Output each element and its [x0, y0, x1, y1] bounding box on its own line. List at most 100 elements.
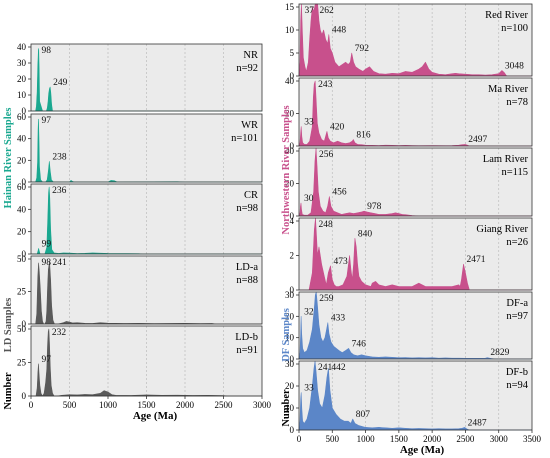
y-tick-label: 0: [22, 177, 27, 187]
panel-frame: [298, 217, 533, 291]
sample-count: n=97: [506, 311, 528, 322]
panel-background: [31, 326, 262, 396]
panel-lam-river: 0 20 40 30 256 456 978 Lam River n=115: [285, 146, 533, 221]
peak-label: 30: [304, 194, 314, 204]
x-tick-label: 1500: [138, 400, 157, 410]
peak-label: 97: [41, 116, 51, 126]
sample-count: n=26: [506, 237, 528, 248]
panel-wr: 0 20 40 60 97 238 WR n=101: [17, 112, 263, 187]
peak-label: 37: [304, 6, 314, 16]
y-tick-label: 40: [17, 42, 27, 52]
age-distribution-area: [30, 186, 263, 255]
peak-label: 32: [304, 307, 314, 317]
panel-frame: [298, 360, 533, 431]
y-tick-label: 40: [285, 146, 295, 156]
panel-frame: [30, 113, 263, 183]
peak-label: 456: [332, 188, 347, 198]
x-tick-label: 3500: [523, 434, 542, 444]
sample-name: DF-a: [506, 298, 528, 309]
peak-label: 33: [304, 118, 314, 128]
y-tick-label: 10: [285, 25, 295, 35]
peak-label: 243: [318, 80, 333, 90]
ylabel-left: Number: [3, 372, 14, 410]
sample-count: n=78: [506, 97, 528, 108]
peak-label: 33: [304, 384, 314, 394]
xlabel-right: Age (Ma): [400, 444, 445, 456]
y-tick-label: 0: [22, 106, 27, 116]
peak-label: 3048: [505, 61, 524, 71]
sample-name: Giang River: [476, 224, 528, 235]
x-tick-label: 0: [297, 434, 302, 444]
sample-name: CR: [244, 190, 258, 201]
panel-background: [299, 218, 532, 290]
sample-name: Lam River: [483, 154, 529, 165]
x-tick-label: 2000: [423, 434, 442, 444]
panel-red-river: 0 5 10 15 37 262 448 792 3048 Red River n=100: [285, 2, 533, 81]
sample-count: n=115: [501, 167, 528, 178]
y-tick-label: 30: [17, 58, 27, 68]
y-tick-label: 20: [17, 74, 27, 84]
x-tick-label: 500: [326, 434, 340, 444]
y-tick-label: 40: [17, 134, 27, 144]
panel-background: [299, 4, 532, 76]
peak-label: 433: [331, 314, 346, 324]
x-tick-label: 1500: [390, 434, 409, 444]
sample-name: Red River: [485, 10, 528, 21]
y-tick-label: 2: [290, 251, 295, 261]
x-tick-label: 1000: [99, 400, 118, 410]
peak-label: 232: [52, 328, 67, 338]
y-tick-label: 5: [290, 48, 295, 58]
peak-label: 442: [331, 363, 346, 373]
y-tick-label: 50: [17, 254, 27, 264]
x-tick-label: 2500: [456, 434, 475, 444]
x-tick-label: 3000: [253, 400, 272, 410]
group-label-df: DF Samples: [281, 308, 292, 362]
panel-df-a: 0 10 20 30 32 259 433 746 2829 DF-a n=97: [285, 290, 533, 364]
peak-label: 241: [318, 363, 333, 373]
y-tick-label: 50: [17, 324, 27, 334]
y-tick-label: 0: [290, 425, 295, 435]
y-tick-label: 20: [285, 311, 295, 321]
peak-label: 473: [333, 257, 348, 267]
peak-label: 98: [42, 258, 52, 268]
peak-label: 99: [42, 239, 52, 249]
peak-label: 792: [355, 44, 370, 54]
peak-label: 97: [41, 355, 51, 365]
peak-label: 256: [319, 150, 334, 160]
group-label-ld: LD Samples: [3, 298, 14, 353]
panel-cr: 0 20 40 60 99 236 CR n=98: [17, 182, 263, 259]
panel-background: [299, 148, 532, 216]
peak-label: 236: [52, 186, 66, 196]
age-distribution-area: [298, 360, 533, 431]
y-tick-label: 0: [290, 354, 295, 364]
sample-name: DF-b: [506, 367, 528, 378]
group-label-hainan: Hainan River Samples: [3, 108, 14, 209]
panel-frame: [298, 77, 533, 147]
y-tick-label: 0: [290, 71, 295, 81]
ylabel-right: Number: [281, 389, 292, 427]
sample-count: n=94: [506, 380, 528, 391]
x-tick-label: 3000: [490, 434, 509, 444]
peak-label: 248: [319, 220, 334, 230]
y-tick-label: 0: [290, 285, 295, 295]
panel-df-b: 0 10 20 30 0 500 1000 1500 2000 2500 3000 3500 33 241…: [285, 359, 542, 444]
sample-count: n=88: [236, 275, 258, 286]
peak-label: 2497: [468, 135, 487, 145]
sample-name: LD-a: [236, 262, 258, 273]
sample-name: Ma River: [488, 84, 528, 95]
panel-background: [31, 184, 262, 254]
peak-label: 241: [53, 258, 68, 268]
peak-label: 262: [319, 6, 334, 16]
panel-giang-river: 0 2 4 248 473 840 2471 Giang River n=26: [290, 216, 533, 295]
x-tick-label: 2000: [176, 400, 195, 410]
peak-label: 978: [367, 202, 382, 212]
age-distribution-area: [298, 217, 533, 291]
xlabel-left: Age (Ma): [133, 410, 178, 422]
age-distribution-area: [30, 118, 263, 183]
y-tick-label: 20: [285, 381, 295, 391]
y-tick-label: 25: [17, 287, 27, 297]
y-tick-label: 30: [285, 359, 295, 369]
